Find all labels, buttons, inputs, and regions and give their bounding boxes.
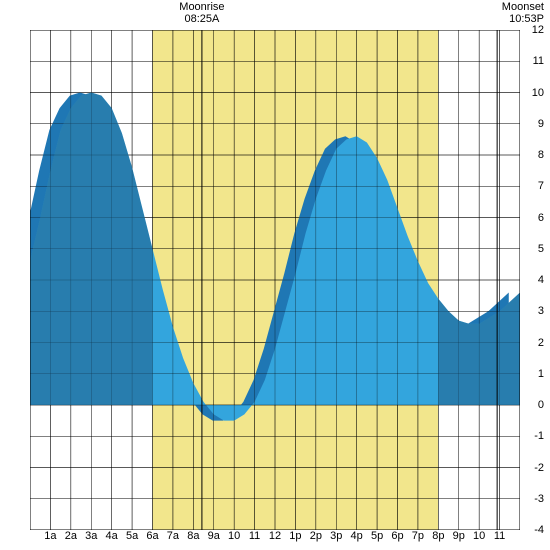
y-tick-label: 2: [538, 337, 544, 349]
y-tick-label: -1: [534, 430, 544, 442]
x-tick-label: 10: [228, 530, 240, 542]
moonrise-label: Moonrise 08:25A: [172, 1, 232, 25]
y-axis: -4-3-2-10123456789101112: [520, 30, 544, 530]
x-tick-label: 3p: [330, 530, 342, 542]
moonrise-time: 08:25A: [172, 13, 232, 25]
x-tick-label: 5a: [126, 530, 138, 542]
y-tick-label: -2: [534, 462, 544, 474]
x-tick-label: 11: [494, 530, 505, 542]
y-tick-label: 12: [532, 24, 544, 36]
y-tick-label: -3: [534, 493, 544, 505]
y-tick-label: 4: [538, 274, 544, 286]
x-tick-label: 9a: [208, 530, 220, 542]
moonset-label: Moonset 10:53P: [502, 1, 544, 25]
x-tick-label: 8a: [187, 530, 199, 542]
x-axis: 1a 2a 3a 4a 5a 6a 7a 8a 9a 10 11 12 1p 2p 3p 4p 5p 6p 7p 8p…: [30, 530, 520, 546]
x-tick-label: 2p: [310, 530, 322, 542]
x-tick-label: 9p: [453, 530, 465, 542]
y-tick-label: 6: [538, 212, 544, 224]
x-tick-label: 8p: [432, 530, 444, 542]
y-tick-label: 10: [532, 87, 544, 99]
moonset-title: Moonset: [502, 1, 544, 13]
x-tick-label: 3a: [85, 530, 97, 542]
tide-chart: [30, 30, 520, 530]
x-tick-label: 1a: [44, 530, 56, 542]
x-tick-label: 2a: [65, 530, 77, 542]
x-tick-label: 6p: [391, 530, 403, 542]
y-tick-label: 7: [538, 180, 544, 192]
y-tick-label: 11: [533, 55, 544, 67]
moonrise-title: Moonrise: [172, 1, 232, 13]
y-tick-label: 9: [538, 118, 544, 130]
x-tick-label: 11: [249, 530, 260, 542]
x-tick-label: 5p: [371, 530, 383, 542]
x-tick-label: 7p: [412, 530, 424, 542]
y-tick-label: -4: [534, 524, 544, 536]
x-tick-label: 7a: [167, 530, 179, 542]
x-tick-label: 1p: [289, 530, 301, 542]
x-tick-label: 4a: [106, 530, 118, 542]
y-tick-label: 3: [538, 305, 544, 317]
x-tick-label: 6a: [146, 530, 158, 542]
x-tick-label: 10: [473, 530, 485, 542]
y-tick-label: 1: [538, 368, 544, 380]
x-tick-label: 12: [269, 530, 281, 542]
y-tick-label: 8: [538, 149, 544, 161]
y-tick-label: 0: [538, 399, 544, 411]
y-tick-label: 5: [538, 243, 544, 255]
x-tick-label: 4p: [351, 530, 363, 542]
